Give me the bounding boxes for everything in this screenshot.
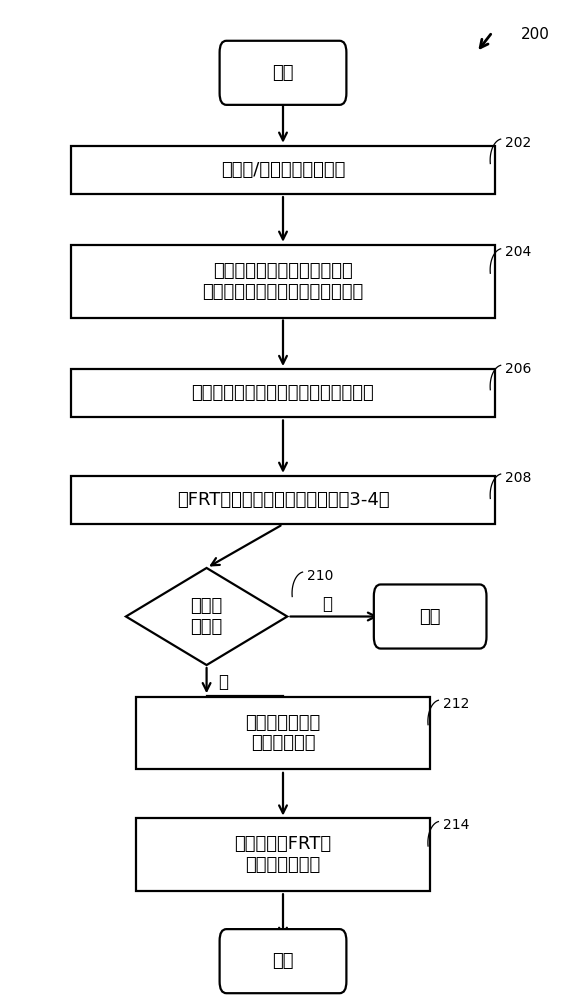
- Text: 通知车辆驾驶员
并设置诊断码: 通知车辆驾驶员 并设置诊断码: [246, 714, 320, 752]
- Text: 200: 200: [521, 27, 550, 42]
- FancyBboxPatch shape: [220, 929, 346, 993]
- Text: 对FRT传感器进行合理性检查（图3-4）: 对FRT传感器进行合理性检查（图3-4）: [177, 491, 389, 509]
- Text: 206: 206: [505, 362, 532, 376]
- Text: 204: 204: [505, 245, 531, 259]
- Text: 212: 212: [443, 697, 470, 711]
- Text: 基于估计工况，确定气体燃料
的燃料喷射（例如，量、正时等）: 基于估计工况，确定气体燃料 的燃料喷射（例如，量、正时等）: [203, 262, 363, 301]
- Text: 退出: 退出: [272, 952, 294, 970]
- Bar: [71, 245, 495, 318]
- Text: 208: 208: [505, 471, 532, 485]
- FancyBboxPatch shape: [374, 584, 486, 649]
- Bar: [71, 369, 495, 417]
- Polygon shape: [126, 568, 287, 665]
- Text: 评估和/或测量发动机工况: 评估和/或测量发动机工况: [221, 161, 345, 179]
- FancyBboxPatch shape: [220, 41, 346, 105]
- Text: 202: 202: [505, 136, 531, 150]
- Text: 启动: 启动: [272, 64, 294, 82]
- Text: 是: 是: [218, 673, 229, 691]
- Text: 利用确定的气体燃料喷射来操作发动机: 利用确定的气体燃料喷射来操作发动机: [192, 384, 374, 402]
- Text: 210: 210: [307, 569, 334, 583]
- Bar: [136, 818, 430, 891]
- Text: 否: 否: [322, 595, 332, 613]
- Bar: [71, 476, 495, 524]
- Text: 214: 214: [443, 818, 470, 832]
- Text: 退出: 退出: [419, 608, 441, 626]
- Bar: [136, 697, 430, 769]
- Text: 传感器
衰退？: 传感器 衰退？: [191, 597, 222, 636]
- Bar: [71, 146, 495, 194]
- Text: 使用估计的FRT，
以确定燃料喷射: 使用估计的FRT， 以确定燃料喷射: [234, 835, 332, 874]
